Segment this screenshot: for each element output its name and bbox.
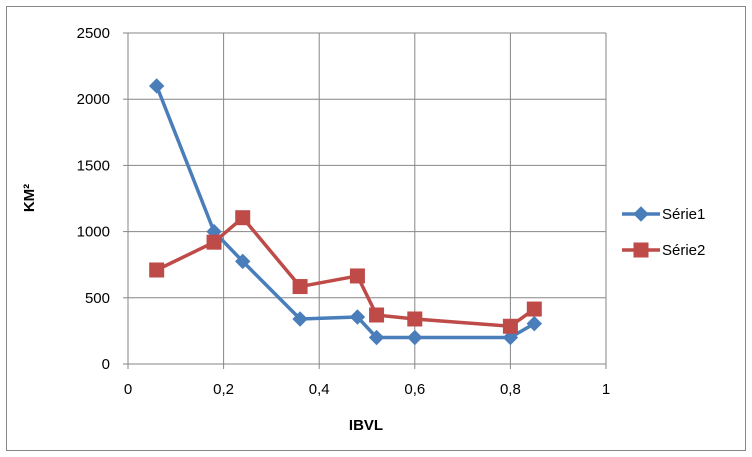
x-tick-label: 0,8 <box>500 381 521 398</box>
legend-marker <box>633 242 649 258</box>
chart-area <box>6 6 746 451</box>
series-2-point <box>407 311 423 327</box>
legend-item-1: Série1 <box>622 206 705 223</box>
series-1-point <box>148 78 165 94</box>
legend-item-2: Série2 <box>622 242 705 259</box>
series-1-point <box>368 329 385 346</box>
series-2-point <box>149 262 165 278</box>
series-1-point <box>502 329 519 346</box>
y-tick-label: 1000 <box>77 224 110 241</box>
x-tick-label: 0,4 <box>309 381 330 398</box>
series-1-point <box>526 315 543 332</box>
series-1-line <box>155 85 536 340</box>
y-tick-label: 1500 <box>77 157 110 174</box>
legend-label: Série2 <box>662 242 705 259</box>
series-2-point <box>526 301 542 317</box>
legend: Série1 Série2 <box>622 206 705 259</box>
series-1-point <box>292 311 308 327</box>
axes <box>123 32 607 369</box>
y-tick-labels: 0 500 1000 1500 2000 2500 <box>77 25 110 373</box>
series-2-point <box>369 307 385 323</box>
x-tick-label: 0 <box>124 381 132 398</box>
x-tick-labels: 0 0,2 0,4 0,6 0,8 1 <box>124 381 610 398</box>
series-2-point <box>349 268 365 284</box>
legend-label: Série1 <box>662 206 705 223</box>
y-tick-label: 0 <box>102 356 110 373</box>
x-tick-label: 0,2 <box>213 381 234 398</box>
series-layer <box>148 78 543 346</box>
y-tick-label: 500 <box>85 290 110 307</box>
y-tick-label: 2000 <box>77 91 110 108</box>
series-1-point <box>349 309 366 325</box>
y-axis-title: KM² <box>21 184 38 212</box>
series-2-point <box>502 318 518 334</box>
series-1 <box>148 78 543 346</box>
series-1-point <box>407 329 423 346</box>
x-tick-label: 0,6 <box>404 381 425 398</box>
series-2-point <box>292 279 308 295</box>
series-1-point <box>235 253 251 270</box>
y-tick-label: 2500 <box>77 25 110 42</box>
x-tick-label: 1 <box>602 381 610 398</box>
series-2-point <box>235 210 251 226</box>
x-axis-title: IBVL <box>349 417 383 434</box>
series-2-point <box>206 234 222 250</box>
series-2 <box>149 210 542 334</box>
legend-marker <box>633 206 649 222</box>
